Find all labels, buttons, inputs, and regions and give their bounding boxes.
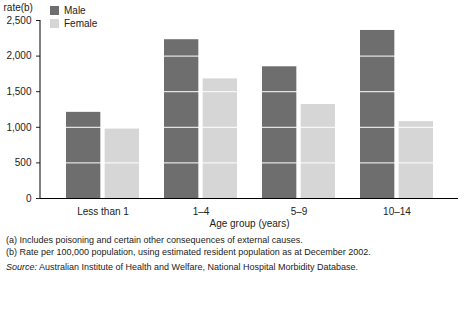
svg-text:1,500: 1,500 <box>6 86 31 97</box>
svg-text:Age group (years): Age group (years) <box>209 218 289 229</box>
svg-text:2,000: 2,000 <box>6 50 31 61</box>
svg-text:rate(b): rate(b) <box>4 2 33 13</box>
svg-text:Less than 1: Less than 1 <box>77 206 129 217</box>
html-text:(b) Rate per 100,000 populatio: (b) Rate per 100,000 population, using e… <box>6 247 371 257</box>
svg-text:5–9: 5–9 <box>291 206 308 217</box>
html-text:Male: Male <box>64 5 86 16</box>
svg-text:1,000: 1,000 <box>6 122 31 133</box>
svg-text:500: 500 <box>15 157 32 168</box>
svg-text:1–4: 1–4 <box>193 206 210 217</box>
html-text:Source: Australian Institute o: Source: Australian Institute of Health a… <box>6 262 358 272</box>
svg-text:0: 0 <box>26 193 32 204</box>
html-text:Female: Female <box>64 18 98 29</box>
svg-text:10–14: 10–14 <box>383 206 411 217</box>
html-text:(a) Includes poisoning and cer: (a) Includes poisoning and certain other… <box>6 235 303 245</box>
svg-text:2,500: 2,500 <box>6 15 31 26</box>
